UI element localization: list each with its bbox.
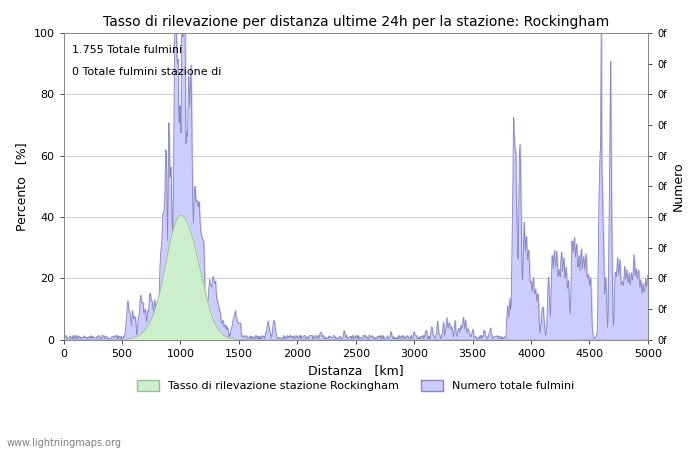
Y-axis label: Numero: Numero: [672, 162, 685, 211]
Text: www.lightningmaps.org: www.lightningmaps.org: [7, 438, 122, 448]
Legend: Tasso di rilevazione stazione Rockingham, Numero totale fulmini: Tasso di rilevazione stazione Rockingham…: [132, 375, 579, 396]
X-axis label: Distanza   [km]: Distanza [km]: [308, 364, 404, 378]
Title: Tasso di rilevazione per distanza ultime 24h per la stazione: Rockingham: Tasso di rilevazione per distanza ultime…: [103, 15, 609, 29]
Text: 0 Totale fulmini stazione di: 0 Totale fulmini stazione di: [72, 67, 222, 76]
Y-axis label: Percento   [%]: Percento [%]: [15, 142, 28, 231]
Text: 1.755 Totale fulmini: 1.755 Totale fulmini: [72, 45, 183, 55]
